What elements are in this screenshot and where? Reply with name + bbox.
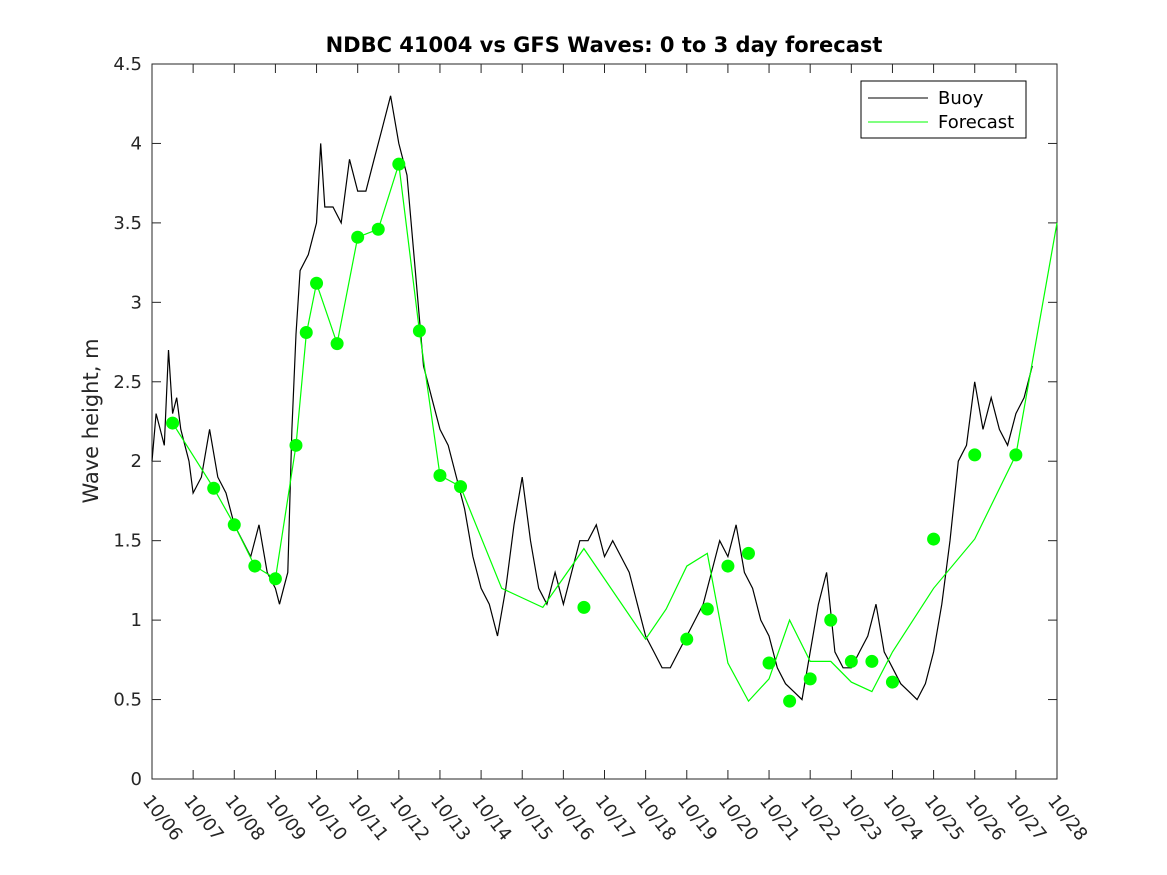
x-tick-label: 10/20 [714, 791, 762, 845]
legend-box [860, 80, 1027, 139]
x-tick-label: 10/08 [220, 791, 268, 845]
x-tick-label: 10/14 [467, 791, 515, 845]
y-tick-label: 0.5 [113, 690, 142, 711]
x-tick-label: 10/28 [1043, 791, 1091, 845]
x-tick-label: 10/12 [385, 791, 433, 845]
y-tick-label: 4.5 [113, 54, 142, 75]
marker-layer [166, 157, 1023, 708]
forecast-marker [310, 276, 324, 290]
plot-area [151, 63, 1058, 780]
forecast-marker [844, 654, 858, 668]
x-tick-label: 10/16 [549, 791, 597, 845]
legend: Buoy Forecast [860, 80, 1027, 139]
y-tick-label: 1 [131, 610, 142, 631]
x-tick-label: 10/21 [755, 791, 803, 845]
forecast-marker [700, 602, 714, 616]
forecast-marker [803, 672, 817, 686]
y-tick-label: 3.5 [113, 213, 142, 234]
x-tick-label: 10/11 [344, 791, 392, 845]
x-tick-label: 10/09 [261, 791, 309, 845]
x-tick-label: 10/23 [837, 791, 885, 845]
y-tick-label: 0 [131, 769, 142, 790]
forecast-marker [865, 654, 879, 668]
forecast-marker [824, 613, 838, 627]
x-tick-label: 10/19 [673, 791, 721, 845]
forecast-marker [289, 438, 303, 452]
forecast-marker [762, 656, 776, 670]
x-tick-label: 10/15 [508, 791, 556, 845]
x-tick-label: 10/10 [303, 791, 351, 845]
x-tick-label: 10/27 [1002, 791, 1050, 845]
forecast-marker [783, 694, 797, 708]
forecast-marker [248, 559, 262, 573]
y-tick-label: 1.5 [113, 531, 142, 552]
forecast-marker [927, 532, 941, 546]
y-tick-label: 2 [131, 451, 142, 472]
legend-buoy-label: Buoy [938, 88, 984, 109]
x-tick-label: 10/25 [920, 791, 968, 845]
x-tick-label: 10/06 [138, 791, 186, 845]
y-tick-label: 2.5 [113, 372, 142, 393]
forecast-marker [166, 416, 180, 430]
forecast-marker [577, 600, 591, 614]
forecast-marker [885, 675, 899, 689]
x-tick-label: 10/07 [179, 791, 227, 845]
forecast-marker [433, 469, 447, 483]
x-tick-label: 10/26 [961, 791, 1009, 845]
forecast-marker [392, 157, 406, 171]
forecast-marker [680, 632, 694, 646]
forecast-marker [371, 222, 385, 236]
chart-title: NDBC 41004 vs GFS Waves: 0 to 3 day fore… [326, 33, 883, 57]
forecast-marker [968, 448, 982, 462]
forecast-marker [1009, 448, 1023, 462]
y-axis: 0 0.5 1 1.5 2 2.5 3 3.5 4 4.5 [113, 54, 1057, 790]
forecast-marker [351, 230, 365, 244]
forecast-marker [299, 326, 313, 340]
x-tick-label: 10/17 [591, 791, 639, 845]
x-tick-label: 10/13 [426, 791, 474, 845]
forecast-marker [330, 337, 344, 351]
y-tick-label: 3 [131, 292, 142, 313]
forecast-marker [454, 480, 468, 494]
forecast-marker [227, 518, 241, 532]
y-axis-label: Wave height, m [79, 338, 103, 503]
forecast-marker [207, 481, 221, 495]
forecast-marker [721, 559, 735, 573]
x-tick-label: 10/22 [796, 791, 844, 845]
forecast-marker [741, 546, 755, 560]
forecast-marker [268, 572, 282, 586]
legend-forecast-label: Forecast [938, 112, 1014, 133]
x-tick-label: 10/24 [879, 791, 927, 845]
x-tick-label: 10/18 [632, 791, 680, 845]
forecast-marker [412, 324, 426, 338]
y-tick-label: 4 [131, 133, 142, 154]
series-line-forecast [172, 163, 1058, 703]
